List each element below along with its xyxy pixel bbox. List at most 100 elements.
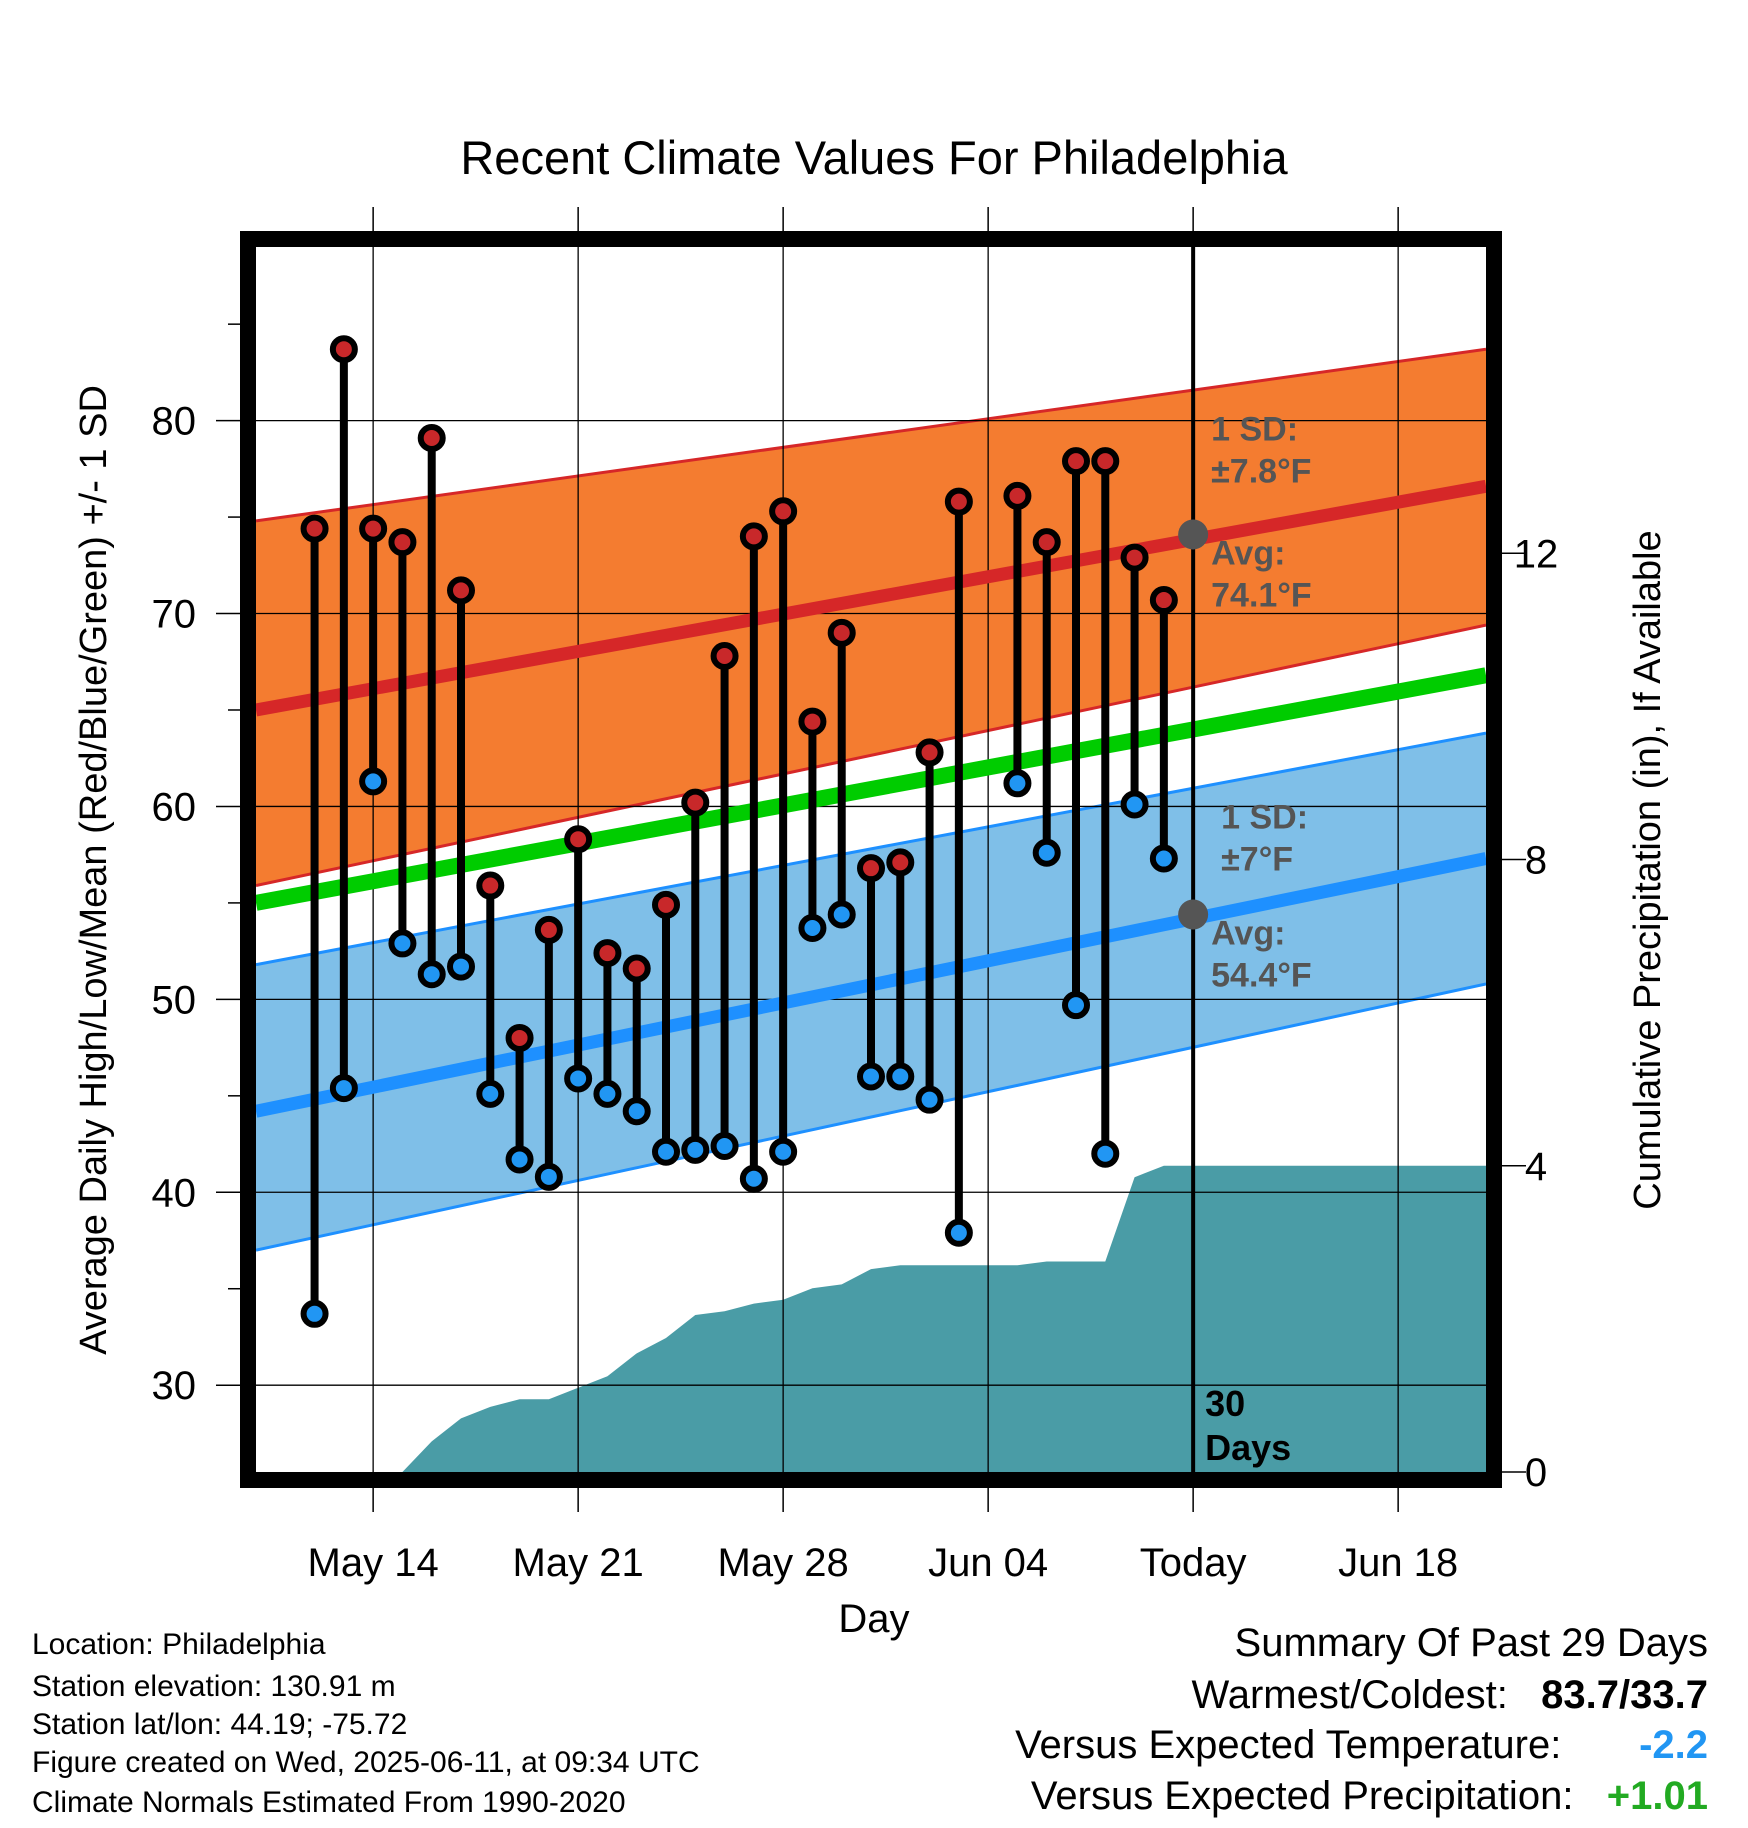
low-point — [534, 1162, 563, 1191]
low-point — [1149, 844, 1178, 873]
high-point — [1003, 481, 1032, 510]
high-normal-band-upper-edge — [256, 347, 1486, 523]
low-avg-value: 54.4°F — [1211, 956, 1312, 994]
info-elevation: Station elevation: 130.91 m — [32, 1670, 396, 1703]
summary-temp-row: Versus Expected Temperature: -2.2 — [1015, 1725, 1708, 1765]
low-point — [886, 1062, 915, 1091]
high-sd-label: 1 SD: — [1211, 410, 1298, 448]
high-point — [827, 618, 856, 647]
x-tick-label: May 28 — [718, 1541, 849, 1585]
y-left-tick-label: 40 — [152, 1171, 197, 1215]
low-point — [915, 1085, 944, 1114]
y-axis-right-label: Cumulative Precipitation (in), If Availa… — [1627, 530, 1669, 1209]
summary-precip-value: +1.01 — [1606, 1774, 1708, 1818]
info-created: Figure created on Wed, 2025-06-11, at 09… — [32, 1746, 700, 1779]
high-point — [1149, 586, 1178, 615]
y-left-tick-label: 30 — [152, 1364, 197, 1408]
summary-temp-value: -2.2 — [1639, 1723, 1708, 1767]
low-sd-value: ±7°F — [1221, 840, 1293, 878]
low-point — [329, 1074, 358, 1103]
high-point — [652, 890, 680, 919]
summary-warmest-label: Warmest/Coldest: — [1191, 1673, 1508, 1717]
y-right-tick-label: 8 — [1525, 839, 1547, 883]
plot-area: 1 SD: ±7.8°F Avg: 74.1°F 1 SD: ±7°F Avg: 54.4°F… — [256, 247, 1486, 1472]
high-point — [359, 514, 388, 543]
summary-precip-row: Versus Expected Precipitation: +1.01 — [1031, 1776, 1708, 1816]
today-days-label: 30 — [1205, 1383, 1245, 1424]
high-point — [622, 954, 651, 983]
summary-warmest-row: Warmest/Coldest: 83.7/33.7 — [1191, 1675, 1708, 1715]
y-left-tick-label: 80 — [152, 400, 197, 444]
low-point — [417, 960, 446, 989]
low-sd-label: 1 SD: — [1221, 798, 1308, 836]
summary-title: Summary Of Past 29 Days — [1234, 1621, 1708, 1665]
low-point — [681, 1135, 710, 1164]
x-axis-label: Day — [838, 1597, 909, 1641]
low-point — [622, 1097, 651, 1126]
high-point — [915, 738, 944, 767]
info-normals: Climate Normals Estimated From 1990-2020 — [32, 1786, 626, 1819]
high-point — [710, 641, 739, 670]
summary-precip-label: Versus Expected Precipitation: — [1030, 1774, 1574, 1818]
low-point — [388, 929, 417, 958]
plot-content: 1 SD: ±7.8°F Avg: 74.1°F 1 SD: ±7°F Avg: 54.4°F… — [256, 247, 1486, 1472]
low-point — [1091, 1139, 1120, 1168]
y-axis-left-label: Average Daily High/Low/Mean (Red/Blue/Gr… — [73, 385, 115, 1355]
summary-warmest-value: 83.7/33.7 — [1541, 1673, 1708, 1717]
today-days-label-unit: Days — [1205, 1427, 1291, 1468]
y-right-tick-label: 0 — [1525, 1451, 1547, 1495]
high-point — [1120, 543, 1149, 572]
high-point — [388, 528, 417, 557]
low-point — [1120, 790, 1149, 819]
y-right-tick-label: 4 — [1525, 1145, 1547, 1189]
y-right-tick-label: 12 — [1514, 532, 1559, 576]
low-point — [1032, 838, 1061, 867]
chart-title: Recent Climate Values For Philadelphia — [460, 131, 1288, 184]
high-point — [593, 939, 622, 968]
y-left-tick-label: 70 — [152, 593, 197, 637]
y-left-tick-label: 60 — [152, 785, 197, 829]
low-point — [944, 1218, 973, 1247]
low-point — [710, 1131, 739, 1160]
low-point — [1062, 991, 1090, 1020]
low-point — [1003, 769, 1032, 798]
summary-temp-label: Versus Expected Temperature: — [1015, 1723, 1562, 1767]
high-point — [1062, 447, 1090, 476]
axes: 30 40 50 60 70 80 0 4 8 12 May 14 May 21 May 28 Jun 0… — [152, 207, 1559, 1585]
high-point — [564, 825, 593, 854]
high-point — [476, 871, 505, 900]
high-avg-label: Avg: — [1211, 534, 1285, 572]
low-normal-band-lower-edge — [256, 982, 1486, 1252]
high-point — [681, 788, 710, 817]
x-tick-label: Today — [1140, 1541, 1247, 1585]
high-point — [534, 915, 563, 944]
y-left-tick-label: 50 — [152, 978, 197, 1022]
low-point — [769, 1137, 798, 1166]
low-point — [300, 1299, 329, 1328]
high-point — [886, 848, 915, 877]
low-point — [798, 913, 827, 942]
x-tick-label: Jun 18 — [1338, 1541, 1458, 1585]
low-point — [827, 900, 856, 929]
high-point — [329, 335, 358, 364]
high-avg-value: 74.1°F — [1211, 576, 1312, 614]
x-tick-label: May 14 — [308, 1541, 439, 1585]
plot-frame — [240, 231, 1502, 1488]
high-point — [300, 514, 329, 543]
info-location: Location: Philadelphia — [32, 1628, 326, 1661]
high-point — [857, 854, 885, 883]
low-point — [652, 1137, 680, 1166]
high-point — [769, 497, 798, 526]
high-point — [417, 423, 446, 452]
high-point — [944, 487, 973, 516]
low-point — [505, 1145, 534, 1174]
low-point — [359, 767, 388, 796]
high-point — [447, 576, 475, 605]
high-point — [1032, 528, 1061, 557]
x-tick-label: Jun 04 — [928, 1541, 1048, 1585]
high-point — [798, 707, 827, 736]
low-point — [593, 1079, 622, 1108]
precip-area — [256, 1165, 1486, 1472]
low-point — [857, 1062, 885, 1091]
